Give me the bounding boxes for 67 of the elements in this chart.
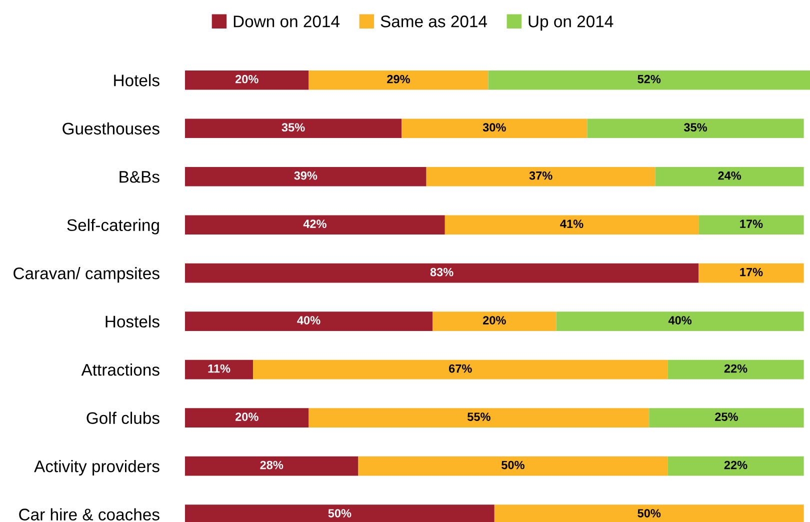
data-label: 52% [638, 74, 661, 84]
data-label: 41% [560, 220, 584, 228]
legend-label: Same as 2014 [380, 16, 488, 28]
data-label: 67% [448, 364, 472, 373]
bar [185, 70, 309, 90]
data-label: 50% [638, 509, 661, 518]
bar [308, 70, 488, 90]
bar [358, 456, 668, 476]
y-tick-label: Guesthouses [62, 122, 160, 135]
y-tick-label: Self-catering [67, 218, 159, 234]
bar [649, 408, 804, 428]
bar [402, 118, 588, 138]
data-label: 55% [467, 412, 490, 421]
bar [185, 215, 445, 234]
data-label: 20% [235, 74, 258, 84]
data-label: 20% [483, 316, 506, 324]
data-label: 50% [502, 460, 524, 470]
bar [488, 70, 810, 90]
bar [655, 166, 804, 186]
bar [185, 456, 358, 476]
data-label: 39% [294, 171, 318, 180]
bar [556, 312, 804, 331]
bar [185, 166, 426, 186]
bar [185, 263, 699, 283]
data-label: 35% [684, 123, 708, 132]
data-label: 25% [715, 412, 738, 421]
data-label: 50% [328, 509, 352, 518]
y-tick-label: B&Bs [120, 171, 160, 183]
y-tick-label: Hostels [106, 315, 160, 328]
bar [698, 215, 804, 234]
bar [185, 118, 402, 138]
data-label: 40% [668, 316, 692, 324]
bar [185, 360, 254, 380]
data-label: 35% [282, 123, 305, 132]
legend-label: Up on 2014 [528, 16, 614, 31]
bar [587, 118, 804, 138]
bar [426, 166, 656, 186]
y-tick-label: Activity providers [34, 460, 160, 476]
bar [668, 456, 804, 476]
data-label: 83% [430, 268, 454, 276]
bar [253, 360, 668, 380]
y-tick-label: Hotels [114, 74, 160, 86]
data-label: 22% [724, 460, 748, 470]
data-label: 40% [297, 316, 320, 324]
bar [185, 408, 309, 428]
bar [308, 408, 650, 428]
y-tick-label: Attractions [81, 364, 160, 376]
data-label: 11% [208, 364, 230, 373]
bar [444, 215, 699, 234]
data-label: 28% [260, 460, 284, 470]
data-label: 24% [718, 171, 742, 180]
data-label: 17% [740, 268, 763, 276]
data-label: 29% [387, 74, 410, 84]
data-label: 22% [724, 364, 748, 373]
bar [185, 312, 433, 331]
data-label: 37% [529, 171, 552, 180]
data-label: 20% [235, 412, 258, 421]
bar [668, 360, 804, 380]
y-tick-label: Golf clubs [86, 412, 160, 424]
data-label: 42% [303, 220, 326, 228]
y-tick-label: Caravan/ campsites [14, 267, 160, 283]
data-label: 17% [740, 220, 763, 228]
data-label: 30% [482, 123, 506, 132]
bar [698, 263, 804, 283]
y-tick-label: Car hire & coaches [19, 508, 160, 520]
legend-label: Down on 2014 [234, 16, 340, 28]
bar [432, 312, 556, 331]
